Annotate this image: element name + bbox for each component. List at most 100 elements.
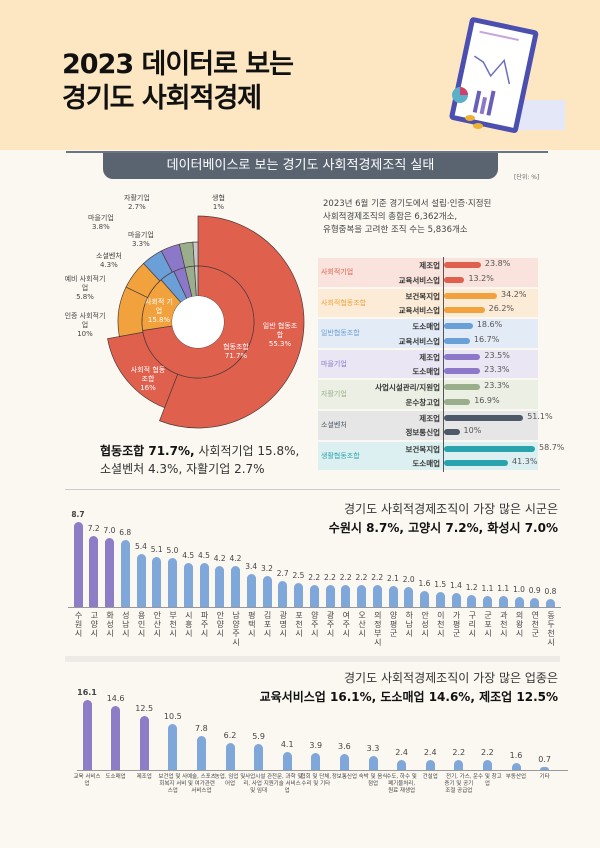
bar-value-label: 2.1 (387, 574, 399, 584)
bar (444, 353, 481, 360)
industry-label: 제조업 (419, 413, 440, 423)
label-마을기업-outer: 마을기업 3.8% (88, 214, 114, 231)
bar-value-label: 1.6 (418, 579, 431, 589)
bar-value: 13.2% (468, 273, 494, 283)
baseline (77, 770, 569, 771)
bar (444, 337, 470, 344)
bar-value-label: 0.8 (544, 587, 557, 597)
industry-label: 제조업 (419, 352, 440, 362)
category-label: 부동산업 (505, 774, 527, 780)
bar-value: 23.5% (484, 350, 510, 360)
category-label: 안성시 (420, 611, 430, 638)
group-background (318, 380, 538, 409)
bar (444, 292, 497, 299)
category-label: 동두천시 (546, 611, 556, 647)
category-label: 부천시 (168, 611, 178, 638)
bar-value-label: 3.6 (338, 742, 351, 752)
bar-value: 51.1% (527, 411, 553, 421)
group-background (318, 349, 538, 379)
bar (444, 307, 485, 314)
bar (530, 598, 540, 607)
category-label: 가평군 (452, 611, 461, 638)
label-사회적기업: 사회적 기업 15.8% (145, 298, 173, 324)
bar (254, 744, 264, 770)
category-label: 포천시 (294, 611, 304, 638)
bar-value: 58.7% (538, 442, 565, 452)
bar (225, 743, 235, 770)
bar-row: 교육서비스업 13.2% (318, 273, 568, 287)
category-label: 양주시 (310, 611, 320, 638)
bar-value-label: 3.3 (366, 743, 380, 753)
region-chart-subtitle: 수원시 8.7%, 고양시 7.2%, 화성시 7.0% (328, 521, 558, 535)
bar-value-label: 1.5 (434, 580, 447, 590)
group-name: 마을기업 (321, 359, 347, 368)
label-자활기업: 자활기업 2.7% (124, 194, 150, 211)
bar (404, 587, 414, 607)
bar-value-label: 2.2 (371, 573, 384, 583)
category-label: 용인시 (137, 611, 146, 638)
category-label: 여주시 (341, 611, 351, 638)
bar (483, 596, 492, 607)
label-생협: 생협 1% (212, 194, 225, 211)
industry-chart-subtitle: 교육서비스업 16.1%, 도소매업 14.6%, 제조업 12.5% (259, 690, 558, 704)
industry-label: 교육서비스업 (398, 336, 440, 346)
bar (498, 596, 508, 607)
bar-value-label: 0.9 (528, 586, 541, 596)
bar-value-label: 8.7 (71, 509, 85, 519)
group-background (318, 319, 538, 348)
bar-value-label: 3.2 (261, 563, 273, 573)
category-label: 광명시 (278, 611, 288, 638)
bar (435, 592, 445, 607)
bar (357, 585, 366, 607)
bar (168, 558, 177, 607)
bar (282, 752, 292, 770)
title-line-2: 경기도 사회적경제 (62, 83, 262, 114)
category-label: 도소매업 (105, 774, 126, 780)
unit-label: [단위: %] (514, 174, 540, 181)
bar-value: 41.3% (512, 457, 538, 467)
category-label: 남양주시 (231, 611, 241, 647)
category-label: 교육 서비스업 (73, 774, 101, 787)
bar (196, 736, 206, 770)
industry-label: 교육서비스업 (398, 306, 440, 316)
category-label: 구리시 (467, 611, 477, 638)
section-banner: 데이터베이스로 보는 경기도 사회적경제조직 실태 (103, 153, 498, 179)
group-name: 사회적협동조합 (321, 298, 367, 307)
category-label: 광주시 (326, 611, 335, 638)
bar (325, 585, 335, 607)
bar-value: 23.3% (484, 381, 510, 391)
category-label: 고양시 (89, 611, 99, 638)
group-name: 일반협동조합 (321, 329, 360, 338)
industry-label: 사업시설관리/지원업 (375, 383, 440, 393)
category-label: 정보통신업 (331, 774, 358, 780)
category-label: 연천군 (530, 611, 540, 638)
category-label: 파주시 (200, 611, 209, 638)
bar (444, 445, 535, 452)
bar-value-label: 5.4 (135, 542, 147, 552)
bar (215, 565, 225, 607)
bar-value: 23.3% (484, 365, 510, 375)
category-label: 평택시 (247, 611, 257, 638)
bar-axis (443, 257, 444, 472)
group-name: 소셜벤처 (321, 420, 347, 429)
industry-label: 제조업 (419, 261, 440, 270)
bar-row: 사업시설관리/지원업 23.3% (318, 380, 568, 394)
bar-row: 도소매업 23.3% (318, 364, 568, 378)
donut-hole (172, 296, 224, 348)
bar (262, 575, 272, 607)
bar (105, 538, 114, 607)
bar (341, 585, 351, 607)
group-background (318, 258, 538, 287)
category-label: 군포시 (483, 611, 493, 638)
bar (397, 759, 407, 770)
bar-value-label: 2.4 (395, 747, 408, 757)
category-label: 시흥시 (184, 611, 194, 638)
bar-value-label: 1.2 (465, 583, 478, 593)
type-group: 사회적기업 제조업 23.8% 교육서비스업 13.2% (318, 257, 568, 288)
type-group: 자활기업 사업시설관리/지원업 23.3% 운수창고업 16.9% (318, 379, 568, 410)
category-label: 제조업 (136, 774, 152, 780)
baseline (68, 607, 562, 608)
bar-value-label: 4.1 (280, 740, 294, 750)
category-label: 사업시설 관리, 사업 지원 및 임대 (243, 774, 274, 794)
